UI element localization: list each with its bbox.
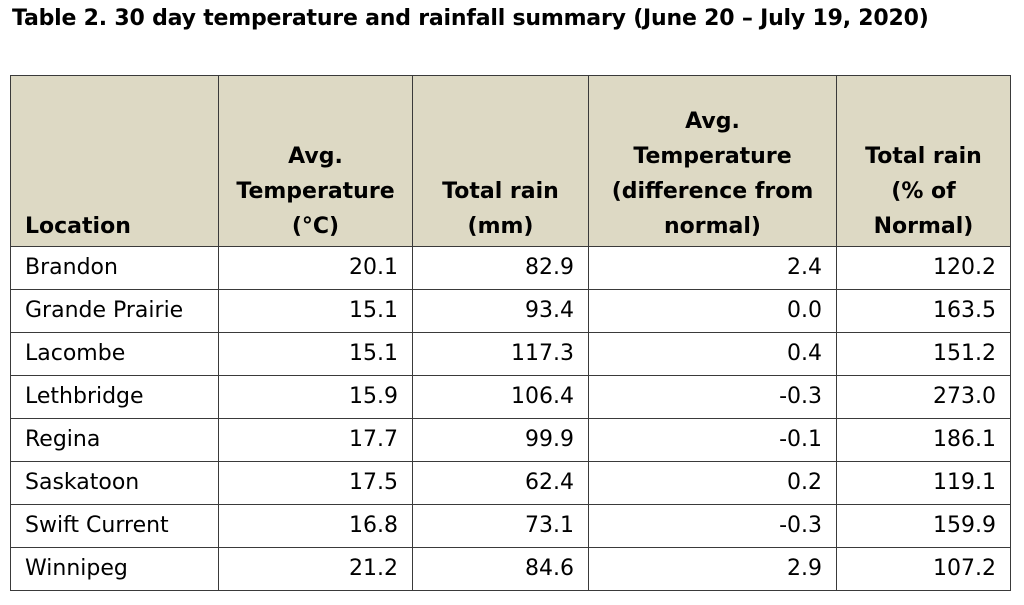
cell-total-rain: 99.9 <box>412 418 589 462</box>
cell-total-rain: 93.4 <box>412 289 589 333</box>
cell-location: Brandon <box>10 246 219 290</box>
cell-avg-temperature: 15.9 <box>218 375 413 419</box>
cell-total-rain: 106.4 <box>412 375 589 419</box>
header-line: Total rain <box>865 144 982 169</box>
cell-avg-temperature: 17.5 <box>218 461 413 505</box>
cell-temperature-difference: 0.0 <box>588 289 837 333</box>
header-line: (mm) <box>467 214 534 239</box>
cell-total-rain: 62.4 <box>412 461 589 505</box>
table-header: Location Avg. Temperature (°C) Total rai… <box>10 75 1011 247</box>
header-line: (difference from <box>611 179 814 204</box>
cell-total-rain: 84.6 <box>412 547 589 591</box>
cell-rain-percent-normal: 151.2 <box>836 332 1011 376</box>
cell-avg-temperature: 15.1 <box>218 289 413 333</box>
table-row: Lacombe 15.1 117.3 0.4 151.2 <box>10 332 1011 376</box>
cell-total-rain: 73.1 <box>412 504 589 548</box>
cell-total-rain: 82.9 <box>412 246 589 290</box>
cell-avg-temperature: 20.1 <box>218 246 413 290</box>
header-avg-temperature: Avg. Temperature (°C) <box>218 75 413 247</box>
table-row: Lethbridge 15.9 106.4 -0.3 273.0 <box>10 375 1011 419</box>
table-row: Grande Prairie 15.1 93.4 0.0 163.5 <box>10 289 1011 333</box>
table-title: Table 2. 30 day temperature and rainfall… <box>12 6 929 31</box>
cell-avg-temperature: 15.1 <box>218 332 413 376</box>
cell-avg-temperature: 21.2 <box>218 547 413 591</box>
cell-location: Regina <box>10 418 219 462</box>
header-line: normal) <box>664 214 761 239</box>
cell-location: Saskatoon <box>10 461 219 505</box>
header-rain-percent-normal: Total rain (% of Normal) <box>836 75 1011 247</box>
header-line: (% of <box>891 179 956 204</box>
cell-temperature-difference: 2.4 <box>588 246 837 290</box>
table-row: Regina 17.7 99.9 -0.1 186.1 <box>10 418 1011 462</box>
header-temperature-difference: Avg. Temperature (difference from normal… <box>588 75 837 247</box>
header-line: Location <box>25 214 131 239</box>
cell-temperature-difference: 0.4 <box>588 332 837 376</box>
cell-rain-percent-normal: 119.1 <box>836 461 1011 505</box>
header-line: Normal) <box>873 214 974 239</box>
cell-rain-percent-normal: 159.9 <box>836 504 1011 548</box>
table-body: Brandon 20.1 82.9 2.4 120.2 Grande Prair… <box>10 246 1011 591</box>
cell-location: Lacombe <box>10 332 219 376</box>
header-line: (°C) <box>291 214 340 239</box>
cell-rain-percent-normal: 273.0 <box>836 375 1011 419</box>
cell-location: Lethbridge <box>10 375 219 419</box>
cell-rain-percent-normal: 186.1 <box>836 418 1011 462</box>
header-location: Location <box>10 75 219 247</box>
header-row: Location Avg. Temperature (°C) Total rai… <box>10 75 1011 247</box>
header-line: Avg. Temperature <box>633 109 792 169</box>
table-row: Saskatoon 17.5 62.4 0.2 119.1 <box>10 461 1011 505</box>
header-line: Total rain <box>442 179 559 204</box>
header-line: Temperature <box>236 179 395 204</box>
summary-table: Location Avg. Temperature (°C) Total rai… <box>10 75 1011 591</box>
table-row: Winnipeg 21.2 84.6 2.9 107.2 <box>10 547 1011 591</box>
cell-rain-percent-normal: 120.2 <box>836 246 1011 290</box>
cell-location: Swift Current <box>10 504 219 548</box>
cell-rain-percent-normal: 163.5 <box>836 289 1011 333</box>
cell-avg-temperature: 16.8 <box>218 504 413 548</box>
cell-rain-percent-normal: 107.2 <box>836 547 1011 591</box>
table-row: Swift Current 16.8 73.1 -0.3 159.9 <box>10 504 1011 548</box>
header-line: Avg. <box>288 144 343 169</box>
cell-temperature-difference: 2.9 <box>588 547 837 591</box>
cell-location: Grande Prairie <box>10 289 219 333</box>
cell-temperature-difference: -0.3 <box>588 504 837 548</box>
cell-temperature-difference: -0.1 <box>588 418 837 462</box>
cell-temperature-difference: 0.2 <box>588 461 837 505</box>
cell-location: Winnipeg <box>10 547 219 591</box>
header-total-rain: Total rain (mm) <box>412 75 589 247</box>
table-row: Brandon 20.1 82.9 2.4 120.2 <box>10 246 1011 290</box>
cell-avg-temperature: 17.7 <box>218 418 413 462</box>
cell-total-rain: 117.3 <box>412 332 589 376</box>
cell-temperature-difference: -0.3 <box>588 375 837 419</box>
